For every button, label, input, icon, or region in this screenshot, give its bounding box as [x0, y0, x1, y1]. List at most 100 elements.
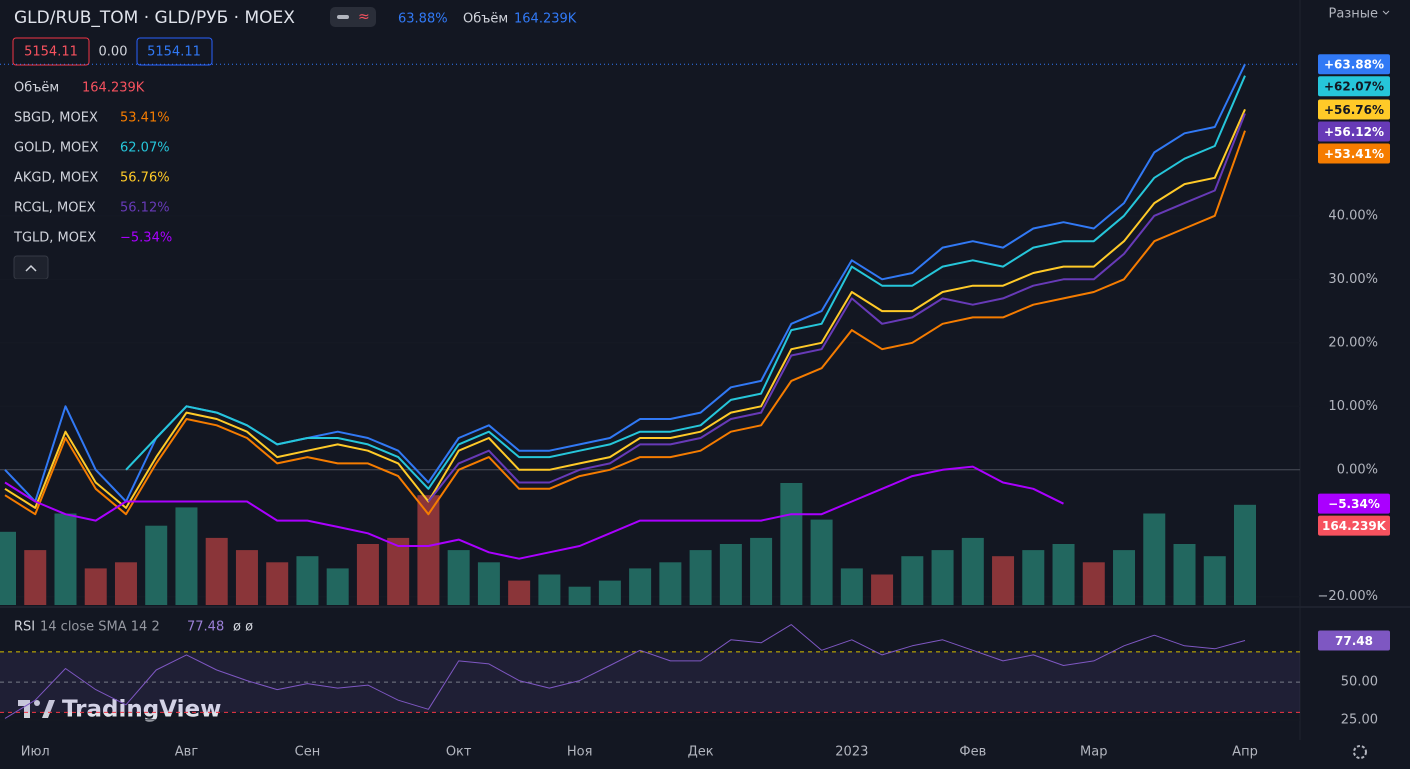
rsi-name: RSI — [14, 620, 35, 635]
chevron-icon — [1382, 10, 1390, 15]
volume-bar — [1022, 550, 1045, 605]
open-box — [12, 37, 90, 66]
y-tick-label: −20.00% — [1318, 589, 1378, 604]
x-tick-label: Сен — [295, 745, 321, 760]
logo-mark — [18, 700, 30, 718]
rsi-placeholders: ø ø — [233, 620, 253, 635]
volume-bar — [145, 525, 168, 605]
scale-mode[interactable]: Разные — [1329, 7, 1378, 22]
volume-bar — [568, 586, 591, 605]
price-label-box — [1318, 515, 1390, 536]
volume-bar — [780, 483, 803, 605]
settings-button[interactable] — [1353, 745, 1367, 759]
legend-value: 62.07% — [120, 141, 170, 156]
collapse-button[interactable] — [13, 255, 49, 280]
volume-bar — [871, 574, 894, 605]
volume-bar — [1113, 550, 1136, 605]
series-line — [427, 113, 1246, 503]
legend-value: 53.41% — [120, 111, 170, 126]
brand-logo: TradingView — [18, 697, 221, 723]
volume-bar — [810, 519, 833, 605]
close-box — [136, 37, 213, 66]
series-line — [4, 130, 1246, 516]
volume-bar — [750, 537, 773, 605]
volume-bar — [1203, 556, 1226, 605]
y-tick-label: 0.00% — [1337, 462, 1378, 477]
x-tick-label: Фев — [959, 745, 986, 760]
volume-bar — [1082, 562, 1105, 605]
price-label-box — [1318, 630, 1390, 651]
toggle-button[interactable] — [330, 7, 376, 27]
price-label-box — [1318, 493, 1390, 514]
open-value: 5154.11 — [24, 45, 78, 60]
series-line — [4, 624, 1246, 719]
volume-bar — [1234, 504, 1256, 605]
volume-bar — [1173, 544, 1196, 605]
volume-bar — [54, 513, 77, 605]
volume-bar — [931, 550, 954, 605]
x-tick-label: Июл — [21, 745, 50, 760]
legend-label: Объём — [14, 81, 59, 96]
logo-mark — [34, 700, 40, 706]
brand-name: TradingView — [62, 697, 221, 723]
price-label: +53.41% — [1324, 147, 1384, 161]
volume-bar — [417, 495, 440, 605]
price-label: −5.34% — [1328, 497, 1380, 511]
volume-bar — [447, 550, 470, 605]
x-tick-label: Мар — [1080, 745, 1107, 760]
volume-bar — [598, 580, 621, 605]
volume-bar — [205, 537, 228, 605]
x-tick-label: Дек — [688, 745, 714, 760]
x-tick-label: Ноя — [567, 745, 593, 760]
volume-bar — [992, 556, 1015, 605]
series-line — [4, 108, 1246, 509]
price-label: +56.12% — [1324, 125, 1384, 139]
volume-bar — [84, 568, 107, 605]
symbol-title: GLD/RUB_TOM · GLD/РУБ · MOEX — [14, 8, 295, 28]
rsi-value: 77.48 — [187, 620, 224, 635]
price-label: +62.07% — [1324, 80, 1384, 94]
volume-bar — [689, 550, 712, 605]
y-tick-label: 50.00 — [1341, 675, 1378, 690]
price-label: 164.239K — [1322, 519, 1387, 533]
volume-bar — [901, 556, 924, 605]
legend-label: SBGD, MOEX — [14, 111, 98, 126]
legend-value: 164.239K — [82, 81, 145, 96]
close-value: 5154.11 — [147, 45, 201, 60]
volume-bar — [1052, 544, 1075, 605]
price-label: 77.48 — [1335, 634, 1373, 648]
volume-bar — [1143, 513, 1166, 605]
legend-label: AKGD, MOEX — [14, 171, 98, 186]
header-volume-value: 164.239K — [514, 12, 577, 27]
series-line — [125, 75, 1246, 490]
price-label-box — [1318, 121, 1390, 142]
rsi-params: 14 close SMA 14 2 — [40, 620, 160, 635]
legend-value: 56.12% — [120, 201, 170, 216]
series-line — [4, 465, 1064, 560]
volume-bar — [961, 537, 984, 605]
x-tick-label: Апр — [1232, 745, 1258, 760]
toggle-icon: ≈ — [358, 9, 370, 25]
price-label-box — [1318, 76, 1390, 97]
volume-bar — [719, 544, 742, 605]
volume-bar — [659, 562, 682, 605]
toggle-icon — [337, 15, 349, 19]
y-tick-label: 25.00 — [1341, 712, 1378, 727]
x-tick-label: Окт — [446, 745, 472, 760]
price-label: +56.76% — [1324, 103, 1384, 117]
legend-label: RCGL, MOEX — [14, 201, 96, 216]
y-tick-label: 30.00% — [1328, 272, 1378, 287]
price-label-box — [1318, 54, 1390, 75]
x-tick-label: Авг — [175, 745, 199, 760]
change-value: 0.00 — [99, 45, 128, 60]
legend-label: GOLD, MOEX — [14, 141, 98, 156]
volume-bar — [356, 544, 379, 605]
volume-bar — [326, 568, 349, 605]
x-tick-label: 2023 — [835, 745, 868, 760]
volume-bar — [114, 562, 137, 605]
y-tick-label: 20.00% — [1328, 335, 1378, 350]
volume-bar — [266, 562, 289, 605]
volume-bar — [0, 531, 16, 605]
